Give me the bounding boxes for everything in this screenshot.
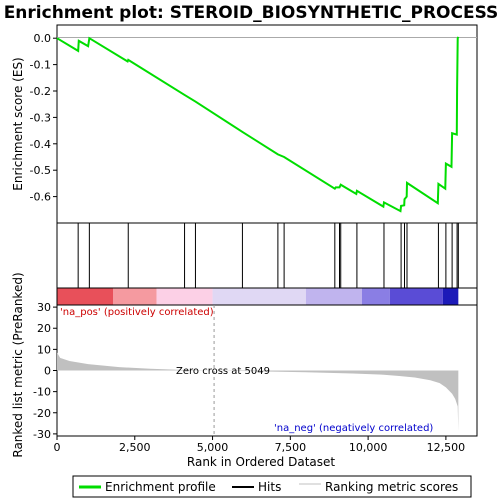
es-axis-label: Enrichment score (ES) bbox=[11, 57, 25, 190]
x-tick-label: 5,000 bbox=[197, 441, 229, 454]
heatmap-segment bbox=[442, 288, 459, 305]
es-y-tick-label: -0.4 bbox=[30, 138, 51, 151]
legend-hits-label: Hits bbox=[258, 480, 281, 494]
es-y-tick-label: -0.2 bbox=[30, 85, 51, 98]
x-tick-label: 7,500 bbox=[275, 441, 307, 454]
es-y-tick-label: -0.1 bbox=[30, 59, 51, 72]
metric-y-tick-label: 0 bbox=[44, 365, 51, 378]
x-tick-label: 0 bbox=[54, 441, 61, 454]
heatmap-segment bbox=[389, 288, 443, 305]
heatmap-segment bbox=[156, 288, 213, 305]
x-axis-label: Rank in Ordered Dataset bbox=[187, 455, 335, 469]
metric-y-tick-label: 10 bbox=[37, 343, 51, 356]
x-tick-label: 12,500 bbox=[427, 441, 466, 454]
enrichment-profile-line bbox=[56, 36, 460, 213]
neg-annotation: 'na_neg' (negatively correlated) bbox=[274, 423, 433, 434]
ranking-metric-area bbox=[57, 352, 459, 432]
heatmap-segment bbox=[305, 288, 362, 305]
heatmap-segment bbox=[361, 288, 390, 305]
es-y-tick-label: -0.5 bbox=[30, 164, 51, 177]
heatmap-segment bbox=[113, 288, 157, 305]
es-y-tick-label: -0.6 bbox=[30, 191, 51, 204]
metric-y-tick-label: -10 bbox=[33, 386, 51, 399]
es-y-tick-label: -0.3 bbox=[30, 111, 51, 124]
pos-annotation: 'na_pos' (positively correlated) bbox=[60, 307, 214, 318]
legend-box bbox=[72, 475, 472, 498]
metric-axis-label: Ranked list metric (PreRanked) bbox=[11, 272, 25, 457]
es-panel bbox=[56, 24, 478, 224]
metric-y-tick-label: -20 bbox=[33, 407, 51, 420]
metric-y-tick-label: 20 bbox=[37, 322, 51, 335]
x-tick-label: 10,000 bbox=[349, 441, 388, 454]
heatmap-segment bbox=[212, 288, 306, 305]
legend: Enrichment profile Hits Ranking metric s… bbox=[72, 475, 472, 498]
legend-metric-label: Ranking metric scores bbox=[325, 480, 458, 494]
heatmap-segment bbox=[57, 288, 113, 305]
metric-y-tick-label: -30 bbox=[33, 428, 51, 441]
zero-cross-annotation: Zero cross at 5049 bbox=[176, 366, 270, 377]
es-y-tick-label: 0.0 bbox=[34, 32, 52, 45]
x-tick-label: 2,500 bbox=[119, 441, 151, 454]
metric-y-tick-label: 30 bbox=[37, 301, 51, 314]
hits-panel bbox=[56, 222, 478, 289]
chart-title: Enrichment plot: STEROID_BIOSYNTHETIC_PR… bbox=[4, 3, 499, 23]
legend-enrichment-label: Enrichment profile bbox=[105, 480, 216, 494]
